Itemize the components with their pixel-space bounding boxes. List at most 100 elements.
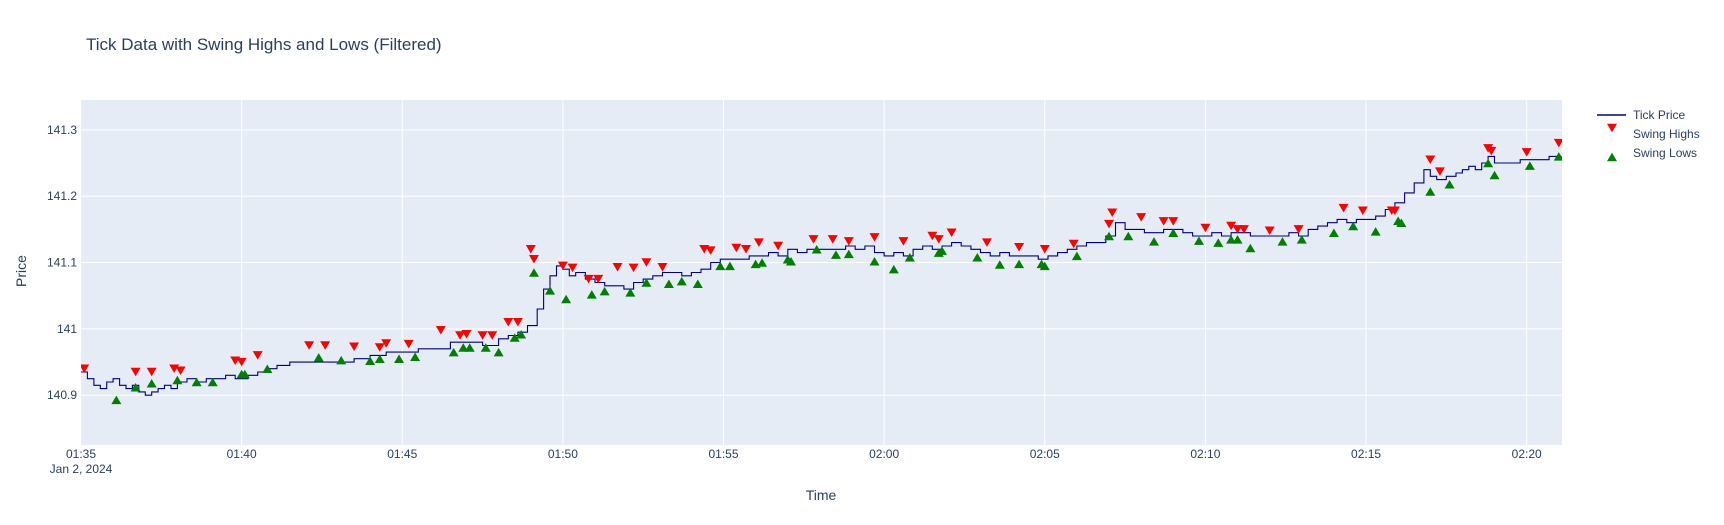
swing-low-marker: [1232, 235, 1243, 244]
y-tick-label: 141.1: [47, 256, 77, 270]
swing-high-marker: [455, 331, 466, 340]
swing-low-marker: [869, 256, 880, 266]
swing-low-marker: [1245, 243, 1256, 253]
swing-low-marker: [692, 279, 703, 289]
swing-low-marker: [336, 355, 347, 365]
swing-low-marker: [191, 377, 202, 387]
swing-low-marker: [365, 356, 376, 365]
swing-high-marker: [175, 366, 186, 375]
swing-low-marker: [1071, 251, 1082, 261]
swing-high-marker: [304, 341, 315, 350]
swing-high-marker: [946, 228, 957, 237]
legend-item-swing-highs[interactable]: Swing Highs: [1607, 123, 1700, 141]
swing-low-marker: [1425, 187, 1436, 196]
swing-low-marker: [493, 347, 504, 357]
swing-low-marker: [509, 333, 520, 342]
swing-high-marker: [1158, 217, 1169, 226]
swing-low-marker: [262, 364, 273, 373]
swing-low-marker: [410, 352, 421, 362]
swing-high-marker: [827, 235, 838, 244]
swing-high-marker: [741, 245, 752, 254]
swing-high-marker: [1486, 146, 1497, 156]
swing-low-marker: [625, 288, 636, 297]
x-tick-label: 01:35: [66, 447, 96, 461]
plot-content: [81, 138, 1562, 405]
swing-low-marker: [374, 354, 385, 363]
swing-high-marker: [981, 238, 992, 247]
y-axis-ticks: 140.9 141 141.1 141.2 141.3: [47, 123, 77, 402]
swing-low-marker: [599, 286, 610, 296]
swing-low-marker: [561, 294, 572, 304]
swing-low-marker: [1168, 228, 1179, 237]
swing-low-marker: [676, 276, 687, 286]
swing-low-marker: [1226, 235, 1237, 244]
swing-high-marker: [349, 342, 360, 352]
swing-low-marker: [1524, 161, 1535, 170]
y-axis-title: Price: [13, 255, 29, 287]
swing-high-marker: [612, 262, 623, 272]
swing-high-marker: [1226, 221, 1237, 231]
swing-high-marker: [1039, 245, 1050, 254]
swing-lows-markers: [111, 152, 1562, 405]
swing-high-marker: [1264, 226, 1275, 235]
swing-high-marker: [1104, 219, 1115, 229]
swing-high-marker: [320, 341, 331, 350]
swing-highs-markers: [81, 138, 1562, 377]
x-tick-label: 02:15: [1351, 447, 1381, 461]
legend-item-tick-price[interactable]: Tick Price: [1597, 108, 1686, 122]
swing-low-marker: [843, 249, 854, 259]
swing-low-marker: [1328, 228, 1339, 237]
swing-high-marker: [1200, 223, 1211, 233]
swing-low-marker: [545, 286, 556, 295]
swing-high-marker: [1389, 206, 1400, 216]
swing-low-marker: [528, 268, 539, 277]
swing-low-marker: [1489, 170, 1500, 180]
swing-high-marker: [933, 235, 944, 244]
y-gridlines: [81, 129, 1562, 396]
swing-high-marker: [705, 246, 716, 255]
legend-label-swing-highs: Swing Highs: [1633, 127, 1700, 141]
swing-low-marker: [785, 256, 796, 266]
swing-low-marker: [1483, 158, 1494, 168]
swing-high-marker: [1232, 225, 1243, 234]
swing-high-marker: [628, 263, 639, 273]
swing-low-marker: [480, 343, 491, 352]
x-gridlines: [241, 100, 1528, 445]
swing-high-marker: [869, 233, 880, 242]
swing-low-marker: [172, 375, 183, 385]
swing-high-marker: [641, 258, 652, 267]
swing-high-marker: [1107, 208, 1118, 218]
swing-low-marker: [1193, 236, 1204, 245]
swing-low-marker: [715, 261, 726, 271]
swing-low-marker: [1396, 218, 1407, 227]
swing-high-marker: [1136, 213, 1147, 222]
x-tick-label: 02:05: [1030, 447, 1060, 461]
swing-high-marker: [731, 243, 742, 253]
legend-triangle-down-swatch: [1607, 123, 1617, 133]
legend: Tick Price Swing Highs Swing Lows: [1597, 108, 1700, 162]
swing-low-marker: [904, 252, 915, 262]
y-tick-label: 141: [57, 322, 77, 336]
swing-high-marker: [435, 325, 446, 335]
swing-high-marker: [1014, 243, 1025, 252]
swing-low-marker: [972, 252, 983, 262]
swing-high-marker: [512, 318, 523, 327]
swing-high-marker: [81, 364, 90, 373]
swing-high-marker: [528, 254, 539, 264]
swing-high-marker: [403, 339, 414, 349]
swing-low-marker: [1014, 259, 1025, 269]
x-tick-label: 01:45: [387, 447, 417, 461]
swing-high-marker: [1434, 167, 1445, 176]
x-tick-label: 01:50: [548, 447, 578, 461]
swing-high-marker: [898, 237, 909, 246]
swing-low-marker: [641, 278, 652, 287]
swing-low-marker: [313, 353, 324, 362]
swing-low-marker: [207, 377, 218, 387]
swing-low-marker: [394, 354, 405, 363]
y-tick-label: 140.9: [47, 388, 77, 402]
x-tick-label: 02:00: [869, 447, 899, 461]
swing-high-marker: [1338, 203, 1349, 213]
legend-item-swing-lows[interactable]: Swing Lows: [1607, 146, 1697, 162]
y-tick-label: 141.3: [47, 123, 77, 137]
